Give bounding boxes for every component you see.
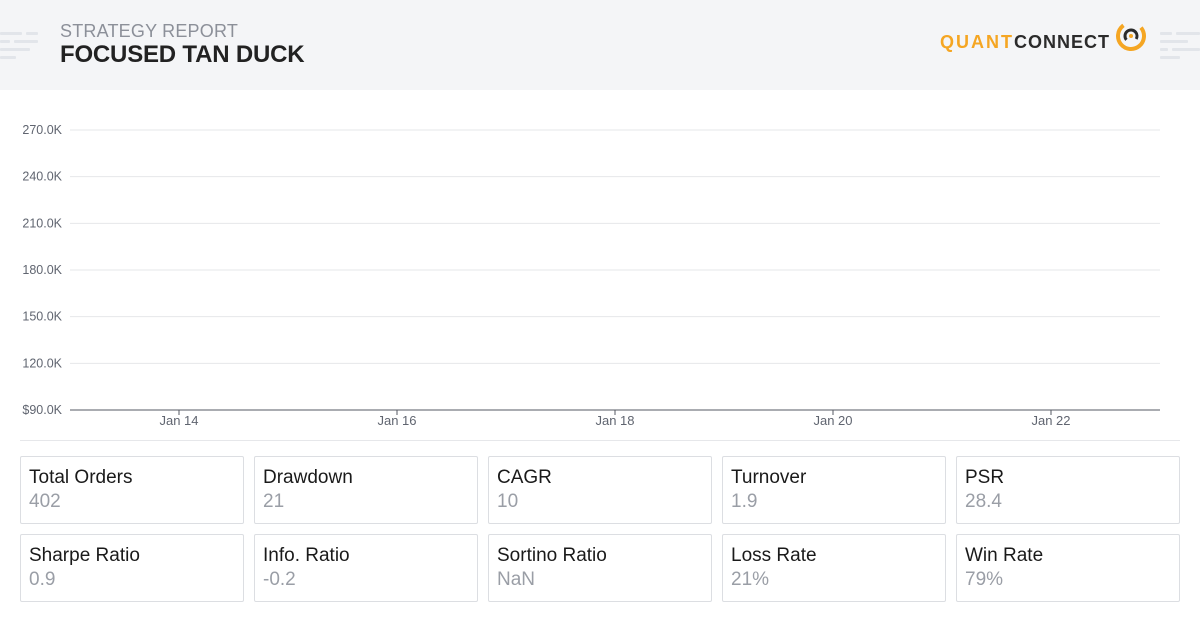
stat-label: Total Orders — [29, 467, 133, 488]
stat-card-turnover: Turnover 1.9 — [722, 456, 946, 524]
y-tick-label: 210.0K — [22, 216, 62, 230]
y-tick-label: $90.0K — [22, 403, 62, 417]
y-tick-label: 150.0K — [22, 310, 62, 324]
stat-card-drawdown: Drawdown 21 — [254, 456, 478, 524]
stat-value: 402 — [29, 491, 61, 512]
stat-label: Sortino Ratio — [497, 545, 607, 566]
equity-chart-svg: $90.0K 120.0K 150.0K 180.0K 210.0K 240.0K 270.… — [22, 123, 1160, 428]
equity-chart: $90.0K 120.0K 150.0K 180.0K 210.0K 240.0K 270.… — [0, 90, 1200, 440]
decorative-lines-right — [1160, 24, 1200, 68]
x-tick-label: Jan 16 — [377, 413, 416, 428]
stat-label: Drawdown — [263, 467, 353, 488]
stat-card-sortino-ratio: Sortino Ratio NaN — [488, 534, 712, 602]
y-tick-label: 240.0K — [22, 170, 62, 184]
x-tick-label: Jan 14 — [159, 413, 198, 428]
stat-value: -0.2 — [263, 569, 296, 590]
stat-card-info-ratio: Info. Ratio -0.2 — [254, 534, 478, 602]
quantconnect-logo: QUANT CONNECT — [940, 21, 1148, 60]
decorative-lines-left — [0, 24, 44, 68]
x-tick-label: Jan 22 — [1031, 413, 1070, 428]
stat-label: CAGR — [497, 467, 552, 488]
report-header: STRATEGY REPORT FOCUSED TAN DUCK QUANT C… — [0, 0, 1200, 90]
stat-card-loss-rate: Loss Rate 21% — [722, 534, 946, 602]
quantconnect-logo-icon — [1116, 21, 1146, 51]
stat-value: 28.4 — [965, 491, 1002, 512]
y-tick-label: 270.0K — [22, 123, 62, 137]
x-tick-label: Jan 20 — [813, 413, 852, 428]
strategy-name: FOCUSED TAN DUCK — [60, 41, 305, 68]
stat-label: Info. Ratio — [263, 545, 350, 566]
stat-value: 0.9 — [29, 569, 56, 590]
stat-label: Turnover — [731, 467, 807, 488]
stat-card-sharpe-ratio: Sharpe Ratio 0.9 — [20, 534, 244, 602]
stat-value: 79% — [965, 569, 1004, 590]
stat-label: Win Rate — [965, 545, 1044, 566]
stat-value: 10 — [497, 491, 519, 512]
stat-label: PSR — [965, 467, 1005, 488]
stat-card-total-orders: Total Orders 402 — [20, 456, 244, 524]
stat-label: Sharpe Ratio — [29, 545, 140, 566]
stat-label: Loss Rate — [731, 545, 817, 566]
stat-value: 1.9 — [731, 491, 758, 512]
y-tick-label: 180.0K — [22, 263, 62, 277]
report-type-label: STRATEGY REPORT — [60, 21, 239, 41]
stat-card-psr: PSR 28.4 — [956, 456, 1180, 524]
x-tick-label: Jan 18 — [595, 413, 634, 428]
stat-value: 21 — [263, 491, 285, 512]
logo-text-quant: QUANT — [940, 31, 1014, 52]
chart-divider — [20, 440, 1180, 441]
stat-value: 21% — [731, 569, 770, 590]
stat-value: NaN — [497, 569, 536, 590]
logo-text-connect: CONNECT — [1014, 31, 1110, 52]
stat-card-win-rate: Win Rate 79% — [956, 534, 1180, 602]
y-tick-label: 120.0K — [22, 356, 62, 370]
stat-card-cagr: CAGR 10 — [488, 456, 712, 524]
